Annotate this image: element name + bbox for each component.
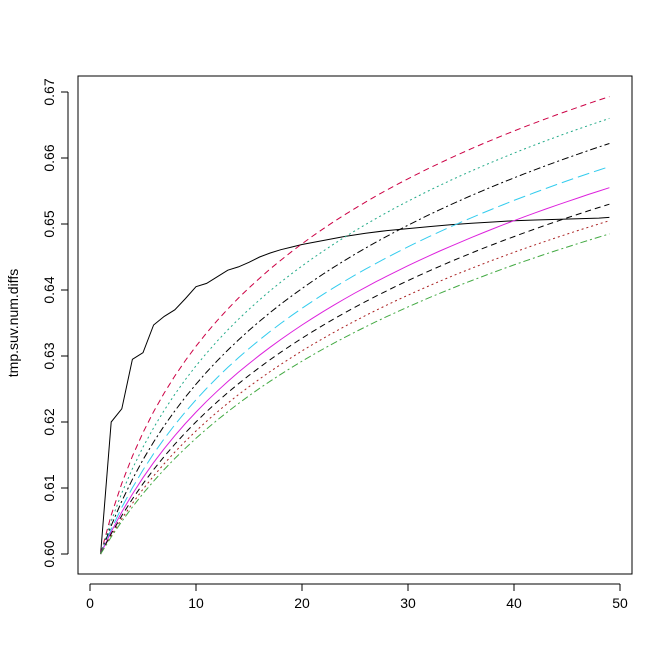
series-line-6 xyxy=(100,187,610,555)
y-axis-title: tmp.suv.num.diffs xyxy=(5,269,21,377)
x-tick-label: 20 xyxy=(294,595,310,611)
series-line-5 xyxy=(100,166,610,555)
series-line-4 xyxy=(100,143,610,555)
series-line-1 xyxy=(100,216,610,555)
y-tick-label: 0.61 xyxy=(41,474,57,501)
series-line-3 xyxy=(100,117,610,555)
x-tick-label: 50 xyxy=(612,595,628,611)
x-tick-label: 40 xyxy=(506,595,522,611)
y-tick-label: 0.66 xyxy=(41,144,57,171)
x-tick-label: 0 xyxy=(86,595,94,611)
y-axis: 0.60 0.61 0.62 0.63 0.64 0.65 0.66 0.67 xyxy=(41,78,69,568)
x-tick-label: 10 xyxy=(188,595,204,611)
plot-border xyxy=(77,75,633,575)
series-line-9 xyxy=(100,233,610,555)
series-layer xyxy=(100,96,610,555)
y-tick-label: 0.62 xyxy=(41,408,57,435)
y-tick-label: 0.65 xyxy=(41,210,57,237)
series-line-8 xyxy=(100,220,610,555)
x-axis: 0 10 20 30 40 50 xyxy=(86,583,628,611)
plot-frame xyxy=(77,75,633,575)
y-tick-label: 0.63 xyxy=(41,342,57,369)
series-line-2 xyxy=(100,96,610,555)
y-tick-label: 0.67 xyxy=(41,78,57,105)
y-tick-label: 0.60 xyxy=(41,540,57,567)
series-line-7 xyxy=(100,203,610,555)
x-tick-label: 30 xyxy=(400,595,416,611)
y-tick-label: 0.64 xyxy=(41,276,57,303)
